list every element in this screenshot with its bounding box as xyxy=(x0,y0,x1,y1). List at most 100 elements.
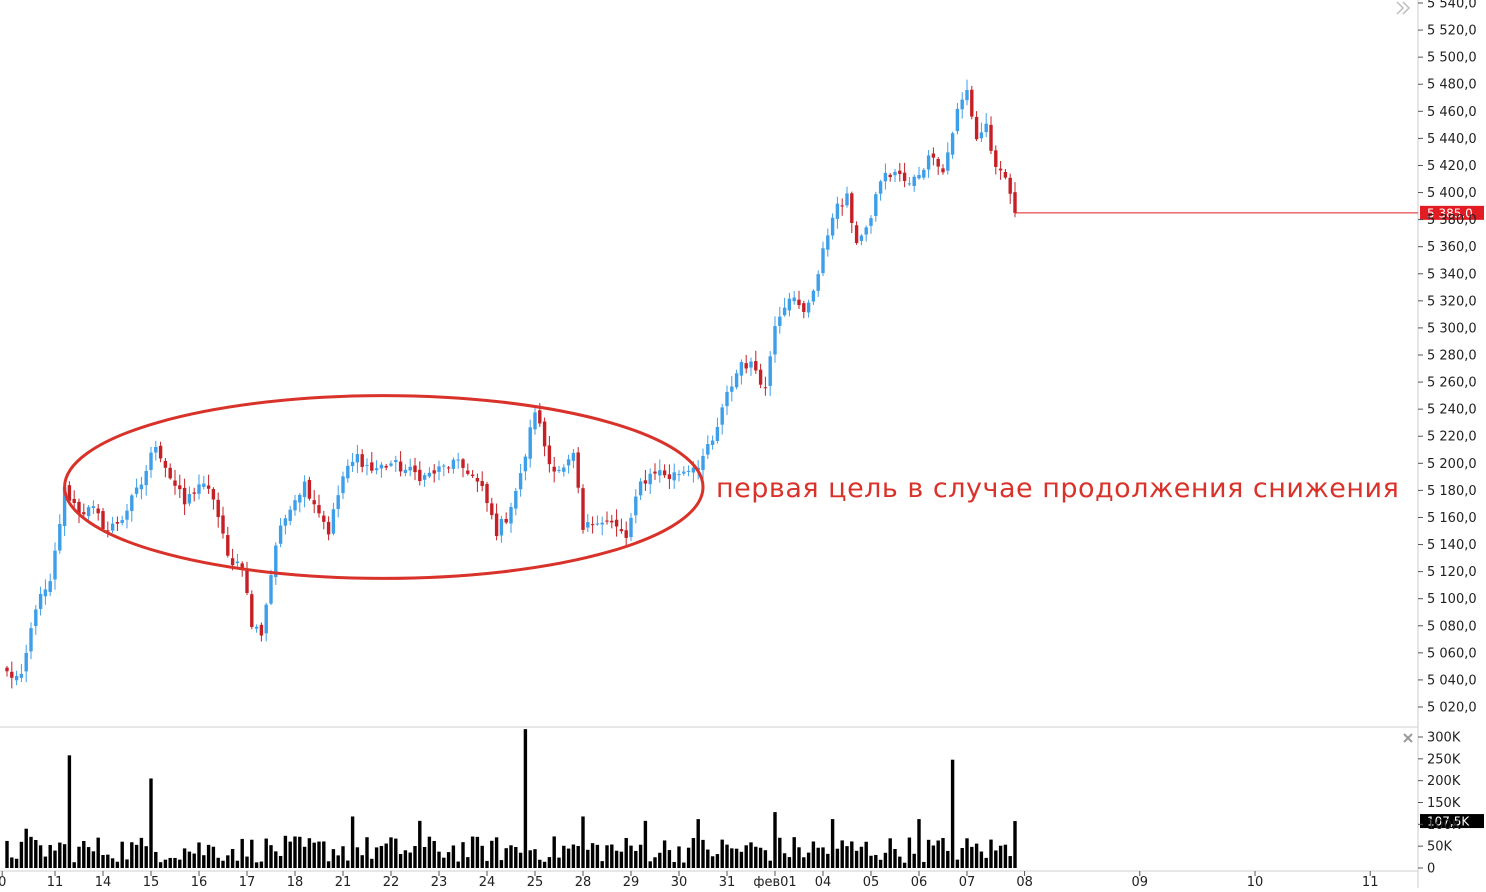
candle-body xyxy=(682,471,686,474)
volume-bar xyxy=(542,861,547,868)
volume-bar xyxy=(739,851,744,868)
volume-bar xyxy=(538,859,542,868)
price-tick-label: 5 300,0 xyxy=(1427,321,1477,336)
candle-body xyxy=(686,470,691,472)
volume-tick-label: 200K xyxy=(1427,774,1461,789)
candle-body xyxy=(34,609,38,627)
candle-body xyxy=(936,159,940,167)
volume-bar xyxy=(38,845,43,868)
candle-body xyxy=(418,469,422,482)
candle-body xyxy=(86,507,91,517)
volume-bar xyxy=(456,861,460,868)
volume-bar xyxy=(221,860,225,868)
volume-bar xyxy=(922,861,926,868)
candle-body xyxy=(763,387,768,389)
time-tick-label: 10 xyxy=(1247,875,1264,888)
candle-body xyxy=(96,508,100,514)
volume-bar xyxy=(701,839,705,868)
volume-tick-label: 100K xyxy=(1427,818,1461,833)
volume-bar xyxy=(806,852,811,868)
candle-body xyxy=(82,512,86,515)
volume-bar xyxy=(403,850,408,868)
candle-body xyxy=(638,481,643,496)
volume-bar xyxy=(158,862,163,868)
volume-bar xyxy=(307,838,312,868)
volume-bar xyxy=(907,837,912,868)
candle-body xyxy=(773,326,777,355)
candle-body xyxy=(331,509,336,534)
candle-body xyxy=(955,108,960,132)
candle-body xyxy=(893,171,897,176)
candle-body xyxy=(317,505,321,514)
candle-body xyxy=(470,474,475,477)
candle-body xyxy=(859,235,864,241)
volume-bar xyxy=(466,857,470,868)
candle-body xyxy=(134,487,139,494)
candle-body xyxy=(77,501,81,514)
volume-bar xyxy=(346,860,350,868)
candle-body xyxy=(677,474,681,476)
time-tick-label: 30 xyxy=(671,875,688,888)
candle-body xyxy=(888,174,892,178)
candle-body xyxy=(379,464,384,469)
candle-body xyxy=(787,298,792,311)
volume-bar xyxy=(696,819,700,868)
volume-bar xyxy=(43,856,48,868)
candle-body xyxy=(298,494,302,503)
volume-bar xyxy=(835,848,840,868)
time-tick-label: фев01 xyxy=(753,875,796,888)
collapse-chevron-icon[interactable] xyxy=(1396,1,1411,15)
volume-bar xyxy=(408,852,412,868)
volume-bar xyxy=(672,862,676,868)
candle-body xyxy=(634,496,638,516)
volume-bar xyxy=(581,816,585,868)
candle-body xyxy=(941,168,945,173)
volume-bar xyxy=(686,847,691,868)
candle-body xyxy=(413,465,417,473)
candle-body xyxy=(802,303,806,312)
candle-body xyxy=(139,484,144,490)
volume-bar xyxy=(710,856,715,868)
candle-body xyxy=(398,461,403,472)
volume-bar xyxy=(187,851,192,868)
candle-body xyxy=(43,589,48,597)
volume-bar xyxy=(590,843,595,868)
volume-bar xyxy=(869,855,873,868)
volume-bar xyxy=(845,846,849,868)
candle-body xyxy=(542,421,547,447)
volume-tick-label: 50K xyxy=(1427,840,1453,855)
candle-body xyxy=(274,545,278,578)
price-tick-label: 5 080,0 xyxy=(1427,619,1477,634)
candle-body xyxy=(350,461,355,466)
volume-tick-label: 250K xyxy=(1427,752,1461,767)
volume-bar xyxy=(250,839,254,868)
price-tick-label: 5 260,0 xyxy=(1427,376,1477,391)
candle-body xyxy=(571,452,576,461)
time-tick-label: 28 xyxy=(575,875,592,888)
volume-bar xyxy=(763,850,768,868)
volume-bar xyxy=(422,846,427,868)
candle-body xyxy=(701,456,705,471)
candle-body xyxy=(403,469,408,473)
candle-body xyxy=(509,507,513,524)
candle-body xyxy=(946,152,950,171)
volume-bar xyxy=(878,859,883,868)
price-tick-label: 5 500,0 xyxy=(1427,51,1477,66)
candle-body xyxy=(211,489,216,500)
candle-body xyxy=(811,290,816,302)
volume-bar xyxy=(1013,821,1017,868)
candle-body xyxy=(206,485,211,489)
volume-bar xyxy=(398,854,403,868)
close-volume-pane-icon[interactable] xyxy=(1403,733,1413,743)
candle-body xyxy=(173,480,177,486)
candle-body xyxy=(278,525,283,544)
candle-body xyxy=(1013,192,1017,213)
volume-bar xyxy=(288,841,292,868)
volume-bar xyxy=(211,846,216,868)
volume-bar xyxy=(874,854,878,868)
overlays: 5 385,0 107,5K xyxy=(63,205,1484,829)
candle-body xyxy=(653,471,657,474)
candle-body xyxy=(974,116,979,140)
volume-bar xyxy=(379,845,384,868)
